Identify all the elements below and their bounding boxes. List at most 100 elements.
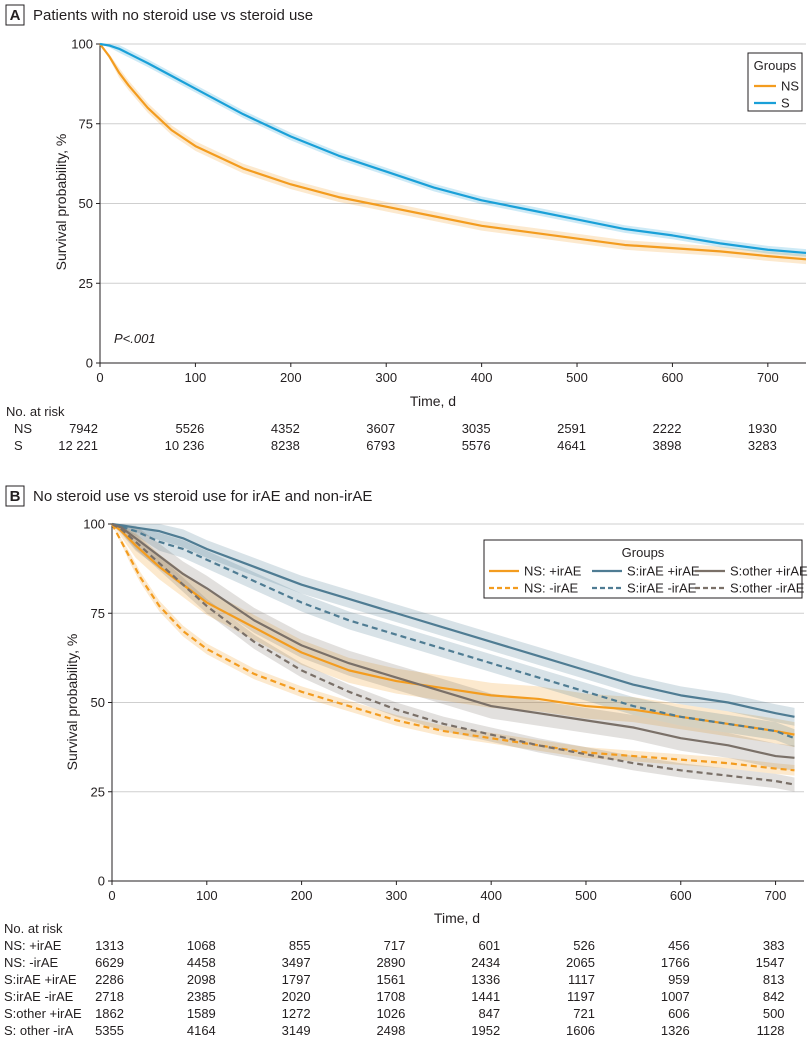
risk-value: 721 [573, 1006, 595, 1021]
x-tick-label-300: 300 [386, 888, 408, 903]
risk-value: 4164 [187, 1023, 216, 1038]
x-tick-label-500: 500 [575, 888, 597, 903]
risk-value: 3149 [282, 1023, 311, 1038]
risk-value: 2718 [95, 989, 124, 1004]
risk-value: 855 [289, 938, 311, 953]
legend: Groups NS S [747, 52, 803, 112]
risk-value: 5576 [462, 438, 491, 453]
risk-value: 2498 [376, 1023, 405, 1038]
panel-a-letter: A [10, 7, 21, 24]
risk-value: 3283 [748, 438, 777, 453]
risk-value: 1026 [376, 1006, 405, 1021]
risk-value: 1441 [471, 989, 500, 1004]
risk-value: 1007 [661, 989, 690, 1004]
panel-b-plot: 0 25 50 75 100 0 100 200 300 400 500 600 700 Groups NS… [83, 517, 808, 904]
panel-a-xlabel: Time, d [410, 393, 456, 409]
y-tick-label-75: 75 [91, 606, 105, 621]
x-tick-label-400: 400 [480, 888, 502, 903]
risk-value: 2222 [653, 421, 682, 436]
x-tick-label-500: 500 [566, 370, 588, 385]
risk-value: 3898 [653, 438, 682, 453]
risk-value: 1336 [471, 972, 500, 987]
legend-label-ns-irae: NS: +irAE [524, 564, 582, 579]
legend-label-s-irae-irae: S:irAE +irAE [627, 564, 700, 579]
legend-label-ns: NS [781, 79, 799, 94]
risk-value: 500 [763, 1006, 785, 1021]
risk-value: 1068 [187, 938, 216, 953]
y-tick-label-75: 75 [79, 116, 93, 131]
panel-a-letter-box [5, 4, 25, 26]
legend-title: Groups [754, 58, 797, 73]
risk-value: 1313 [95, 938, 124, 953]
legend-label-s-other-irae: S:other +irAE [730, 564, 808, 579]
panel-b-risk-label: No. at risk [4, 921, 63, 936]
x-tick-label-600: 600 [662, 370, 684, 385]
risk-value: 2065 [566, 955, 595, 970]
x-tick-label-700: 700 [757, 370, 779, 385]
panel-b-letter: B [10, 488, 21, 505]
y-tick-label-25: 25 [79, 276, 93, 291]
panel-a-risk-table: NS 7942 5526 4352 3607 3035 2591 2222 1930 S 12 22… [14, 421, 777, 453]
risk-row-label-s: S [14, 438, 23, 453]
panel-a-risk-label: No. at risk [6, 404, 65, 419]
risk-value: 1766 [661, 955, 690, 970]
x-tick-label-100: 100 [196, 888, 218, 903]
legend-label-ns-irae: NS: -irAE [524, 581, 579, 596]
panel-b-xlabel: Time, d [434, 910, 480, 926]
risk-value: 1547 [756, 955, 785, 970]
risk-value: 2385 [187, 989, 216, 1004]
risk-value: 6629 [95, 955, 124, 970]
risk-value: 2020 [282, 989, 311, 1004]
risk-value: 2286 [95, 972, 124, 987]
risk-value: 1589 [187, 1006, 216, 1021]
risk-value: 813 [763, 972, 785, 987]
risk-value: 1862 [95, 1006, 124, 1021]
risk-value: 717 [384, 938, 406, 953]
risk-value: 606 [668, 1006, 690, 1021]
risk-value: 3035 [462, 421, 491, 436]
y-tick-label-100: 100 [71, 37, 93, 52]
legend-label-s: S [781, 96, 790, 111]
risk-value: 2434 [471, 955, 500, 970]
risk-value: 959 [668, 972, 690, 987]
risk-value: 601 [478, 938, 500, 953]
series-line-s-irae-irae [111, 522, 795, 718]
risk-row-label-ns: NS [14, 421, 32, 436]
panel-a-plot: 0 25 50 75 100 0 100 200 300 400 500 600 700 Groups NS… [71, 37, 807, 385]
risk-value: 3607 [366, 421, 395, 436]
panel-a-ylabel: Survival probability, % [53, 134, 69, 271]
x-tick-label-100: 100 [185, 370, 207, 385]
risk-value: 1952 [471, 1023, 500, 1038]
panel-a-title: Patients with no steroid use vs steroid … [33, 7, 313, 24]
risk-value: 1606 [566, 1023, 595, 1038]
panel-b-letter-box [5, 485, 25, 507]
risk-value: 1797 [282, 972, 311, 987]
risk-value: 1561 [376, 972, 405, 987]
panel-b-title: No steroid use vs steroid use for irAE a… [33, 488, 372, 505]
risk-value: 526 [573, 938, 595, 953]
risk-value: 456 [668, 938, 690, 953]
y-tick-label-0: 0 [86, 356, 93, 371]
series-line-s-other-irae [111, 522, 795, 759]
x-tick-label-300: 300 [375, 370, 397, 385]
x-tick-label-0: 0 [96, 370, 103, 385]
risk-value: 2098 [187, 972, 216, 987]
series-line-ns [99, 43, 807, 261]
series-line-s-irae-irae [111, 522, 795, 740]
risk-value: 1708 [376, 989, 405, 1004]
risk-value: 2591 [557, 421, 586, 436]
panel-b-header: B No steroid use vs steroid use for irAE… [5, 485, 372, 507]
risk-value: 1326 [661, 1023, 690, 1038]
risk-value: 3497 [282, 955, 311, 970]
risk-value: 10 236 [165, 438, 205, 453]
legend-title: Groups [622, 545, 665, 560]
y-tick-label-0: 0 [98, 874, 105, 889]
legend-box [483, 539, 803, 599]
risk-value: 4352 [271, 421, 300, 436]
risk-row-label-ns-irae: NS: +irAE [4, 938, 62, 953]
risk-value: 5526 [175, 421, 204, 436]
risk-value: 1128 [757, 1023, 785, 1038]
risk-value: 2890 [376, 955, 405, 970]
x-tick-label-700: 700 [765, 888, 787, 903]
risk-row-label-s-other-ira: S: other -irA [4, 1023, 74, 1038]
